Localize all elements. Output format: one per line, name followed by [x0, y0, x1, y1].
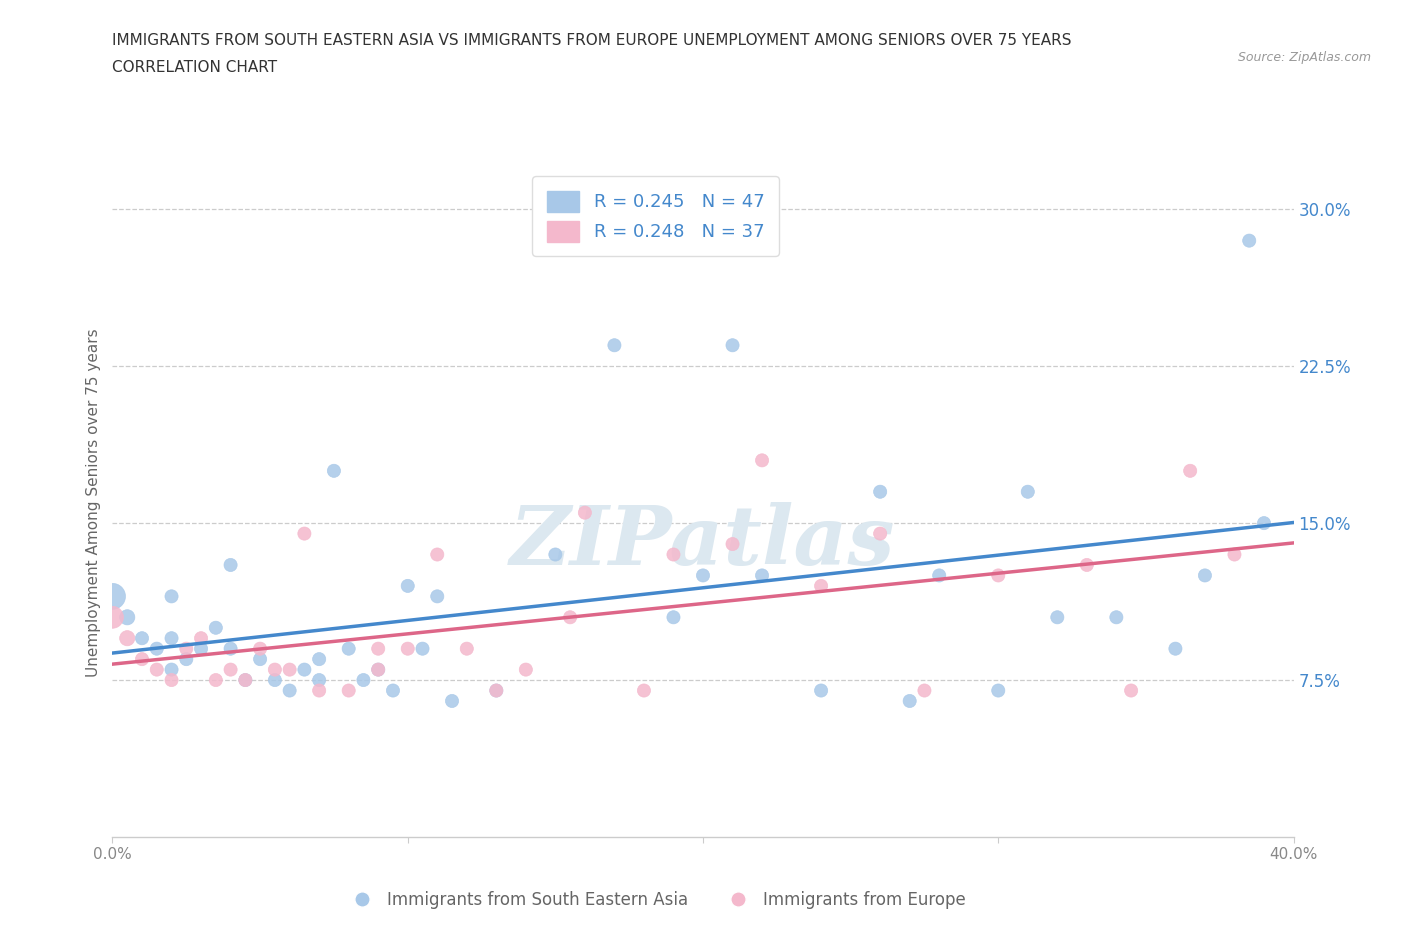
- Point: [278, 662, 301, 677]
- Point: [264, 662, 287, 677]
- Point: [160, 662, 183, 677]
- Point: [219, 642, 242, 657]
- Point: [544, 547, 567, 562]
- Point: [323, 463, 346, 478]
- Point: [146, 662, 169, 677]
- Point: [692, 568, 714, 583]
- Point: [485, 683, 508, 698]
- Point: [721, 537, 744, 551]
- Point: [1046, 610, 1069, 625]
- Text: Source: ZipAtlas.com: Source: ZipAtlas.com: [1237, 51, 1371, 64]
- Point: [441, 694, 464, 709]
- Point: [101, 610, 124, 625]
- Point: [174, 652, 197, 667]
- Point: [190, 642, 212, 657]
- Point: [898, 694, 921, 709]
- Point: [190, 631, 212, 645]
- Point: [987, 568, 1010, 583]
- Point: [810, 578, 832, 593]
- Point: [869, 485, 891, 499]
- Point: [1194, 568, 1216, 583]
- Point: [292, 526, 315, 541]
- Point: [117, 610, 138, 625]
- Point: [249, 652, 271, 667]
- Point: [396, 642, 419, 657]
- Text: ZIPatlas: ZIPatlas: [510, 502, 896, 582]
- Point: [367, 662, 389, 677]
- Point: [264, 672, 287, 687]
- Point: [810, 683, 832, 698]
- Point: [603, 338, 626, 352]
- Point: [1076, 558, 1098, 573]
- Point: [278, 683, 301, 698]
- Point: [233, 672, 256, 687]
- Y-axis label: Unemployment Among Seniors over 75 years: Unemployment Among Seniors over 75 years: [86, 328, 101, 676]
- Point: [1253, 516, 1275, 531]
- Point: [219, 558, 242, 573]
- Point: [205, 620, 228, 635]
- Point: [914, 683, 936, 698]
- Point: [396, 578, 419, 593]
- Point: [869, 526, 891, 541]
- Point: [160, 672, 183, 687]
- Point: [426, 589, 449, 604]
- Text: CORRELATION CHART: CORRELATION CHART: [112, 60, 277, 75]
- Point: [633, 683, 655, 698]
- Point: [1178, 463, 1201, 478]
- Point: [337, 683, 360, 698]
- Point: [1017, 485, 1039, 499]
- Point: [160, 631, 183, 645]
- Point: [233, 672, 256, 687]
- Point: [721, 338, 744, 352]
- Point: [1239, 233, 1261, 248]
- Point: [456, 642, 478, 657]
- Point: [131, 652, 153, 667]
- Point: [1223, 547, 1246, 562]
- Point: [160, 589, 183, 604]
- Legend: Immigrants from South Eastern Asia, Immigrants from Europe: Immigrants from South Eastern Asia, Immi…: [339, 884, 973, 916]
- Point: [146, 642, 169, 657]
- Point: [308, 652, 330, 667]
- Point: [751, 568, 773, 583]
- Point: [751, 453, 773, 468]
- Point: [662, 610, 685, 625]
- Point: [426, 547, 449, 562]
- Point: [367, 662, 389, 677]
- Point: [174, 642, 197, 657]
- Point: [101, 589, 124, 604]
- Point: [205, 672, 228, 687]
- Point: [308, 672, 330, 687]
- Point: [1119, 683, 1142, 698]
- Point: [337, 642, 360, 657]
- Point: [219, 662, 242, 677]
- Point: [131, 631, 153, 645]
- Point: [662, 547, 685, 562]
- Point: [558, 610, 582, 625]
- Point: [367, 642, 389, 657]
- Point: [987, 683, 1010, 698]
- Point: [249, 642, 271, 657]
- Point: [382, 683, 405, 698]
- Point: [515, 662, 537, 677]
- Point: [1164, 642, 1187, 657]
- Point: [1105, 610, 1128, 625]
- Point: [574, 505, 596, 520]
- Point: [352, 672, 374, 687]
- Text: IMMIGRANTS FROM SOUTH EASTERN ASIA VS IMMIGRANTS FROM EUROPE UNEMPLOYMENT AMONG : IMMIGRANTS FROM SOUTH EASTERN ASIA VS IM…: [112, 33, 1071, 47]
- Point: [928, 568, 950, 583]
- Point: [292, 662, 315, 677]
- Point: [117, 631, 138, 645]
- Point: [411, 642, 433, 657]
- Point: [308, 683, 330, 698]
- Point: [485, 683, 508, 698]
